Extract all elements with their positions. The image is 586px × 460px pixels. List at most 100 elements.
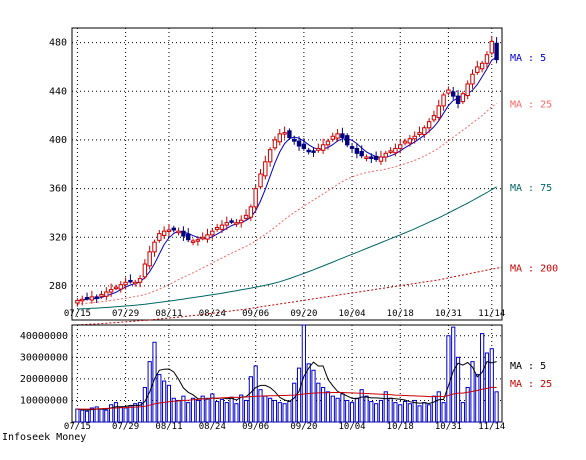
- volume-bar: [258, 389, 263, 423]
- volume-bar: [427, 404, 432, 423]
- volume-legend-label: MA : 25: [510, 379, 552, 390]
- volume-bar: [465, 387, 470, 423]
- candle-body: [243, 214, 249, 219]
- volume-bar: [200, 395, 205, 423]
- candle-body: [398, 144, 403, 149]
- candle-body: [219, 224, 225, 230]
- volume-bar: [234, 403, 239, 423]
- candle-body: [383, 152, 388, 158]
- volume-bar: [402, 401, 408, 423]
- volume-bar: [171, 397, 176, 423]
- volume-legend-label: MA : 5: [510, 361, 546, 372]
- candle-body: [186, 233, 191, 241]
- volume-ma-line: [77, 386, 497, 410]
- volume-bar: [253, 365, 258, 423]
- candle-body: [84, 296, 90, 300]
- volume-bar: [219, 398, 225, 423]
- candle-body: [99, 293, 104, 297]
- volume-bar: [84, 410, 90, 423]
- candle-body: [239, 219, 244, 224]
- candle-body: [489, 40, 494, 54]
- volume-bar: [118, 406, 123, 423]
- candle-body: [171, 227, 176, 231]
- candle-body: [455, 95, 461, 104]
- candle-body: [369, 156, 374, 159]
- volume-bar: [460, 402, 465, 423]
- volume-bar: [99, 408, 104, 423]
- price-tick-label: 280: [49, 281, 67, 292]
- candle-body: [118, 284, 123, 290]
- candle-body: [465, 83, 470, 97]
- volume-bar: [162, 380, 167, 423]
- candle-body: [349, 146, 355, 149]
- volume-legend: MA : 5 MA : 25: [510, 361, 552, 390]
- volume-bar: [325, 391, 331, 423]
- candle-body: [272, 139, 278, 149]
- volume-bar: [109, 404, 114, 423]
- candle-body: [234, 222, 239, 225]
- volume-bar: [248, 376, 253, 423]
- volume-bar: [113, 402, 119, 423]
- volume-bar: [94, 406, 99, 423]
- volume-bar: [378, 399, 384, 423]
- price-moving-averages: [77, 56, 502, 326]
- date-tick-label-bottom: 08/11: [155, 422, 182, 432]
- volume-bar: [374, 403, 379, 423]
- candle-body: [195, 239, 201, 242]
- candle-body: [263, 161, 268, 177]
- candle-body: [157, 233, 162, 241]
- candle-body: [311, 150, 316, 153]
- candle-body: [161, 230, 167, 236]
- candle-body: [137, 278, 143, 283]
- candle-body: [417, 132, 422, 135]
- date-tick-label-top: 10/18: [387, 309, 414, 319]
- volume-bar: [407, 403, 412, 423]
- price-y-axis: 280 320 360 400 440 480: [49, 38, 67, 292]
- volume-bar: [190, 397, 196, 423]
- candle-body: [354, 147, 360, 154]
- volume-bar: [128, 405, 133, 423]
- candle-body: [277, 133, 282, 143]
- volume-bar: [354, 397, 359, 423]
- candle-body: [287, 130, 292, 139]
- candle-body: [75, 300, 80, 304]
- volume-bar: [311, 369, 316, 423]
- volume-bar: [80, 409, 85, 423]
- candle-body: [248, 206, 254, 218]
- candle-body: [108, 289, 114, 293]
- candle-body: [388, 150, 393, 153]
- candle-body: [224, 222, 229, 226]
- volume-bar: [292, 382, 297, 423]
- candle-body: [479, 62, 485, 70]
- volume-bar: [243, 399, 249, 423]
- volume-bar: [268, 397, 273, 423]
- candle-body: [345, 135, 350, 146]
- volume-bar: [431, 395, 437, 423]
- price-legend: MA : 5 MA : 25 MA : 75 MA : 200: [510, 53, 558, 274]
- candle-body: [123, 281, 128, 286]
- volume-bar: [181, 395, 186, 423]
- volume-bar: [383, 391, 388, 423]
- candle-body: [373, 155, 379, 160]
- candle-body: [282, 132, 287, 135]
- candle-body: [412, 135, 417, 140]
- volume-bar: [166, 384, 172, 423]
- volume-frame: [71, 324, 503, 423]
- candle-body: [340, 133, 345, 139]
- volume-moving-averages: [77, 361, 497, 411]
- date-tick-label-bottom: 10/31: [435, 422, 462, 432]
- candle-body: [475, 66, 480, 73]
- volume-bar: [388, 397, 393, 423]
- candle-body: [80, 298, 85, 302]
- volume-bar: [157, 374, 162, 423]
- candle-body: [166, 229, 172, 232]
- volume-bar: [104, 409, 109, 423]
- volume-bar: [137, 402, 143, 423]
- price-legend-label: MA : 5: [510, 53, 546, 64]
- price-legend-label: MA : 25: [510, 99, 552, 110]
- volume-bar: [133, 403, 138, 423]
- volume-bar: [340, 393, 345, 423]
- candle-body: [214, 227, 220, 230]
- date-tick-label-top: 11/14: [478, 309, 505, 319]
